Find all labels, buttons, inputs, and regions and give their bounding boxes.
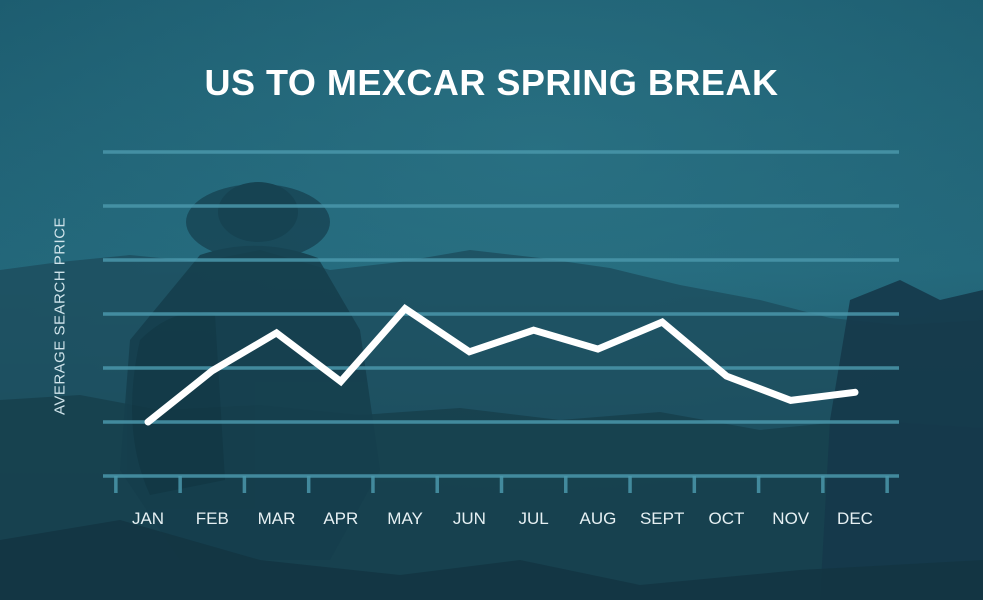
chart-title: US TO MEXCAR SPRING BREAK [204, 62, 779, 103]
x-tick-label: MAY [387, 509, 423, 528]
x-tick-label: JAN [132, 509, 164, 528]
x-tick-label: SEPT [640, 509, 684, 528]
right-rocks [820, 280, 983, 600]
x-tick-label: FEB [196, 509, 229, 528]
x-axis [114, 476, 889, 493]
hiker-silhouette [120, 182, 380, 560]
x-tick-label: MAR [258, 509, 296, 528]
x-tick-label: NOV [772, 509, 810, 528]
x-tick-label: DEC [837, 509, 873, 528]
x-tick-label: AUG [579, 509, 616, 528]
x-tick-label: JUN [453, 509, 486, 528]
x-tick-label: JUL [519, 509, 549, 528]
x-tick-labels: JAN FEB MAR APR MAY JUN JUL AUG SEPT OCT NOV DEC [132, 509, 873, 528]
x-tick-label: APR [323, 509, 358, 528]
x-tick-label: OCT [709, 509, 745, 528]
foreground-rock [0, 520, 983, 600]
grid-lines [103, 150, 899, 478]
series-line [144, 303, 859, 426]
series-lines [144, 303, 859, 426]
